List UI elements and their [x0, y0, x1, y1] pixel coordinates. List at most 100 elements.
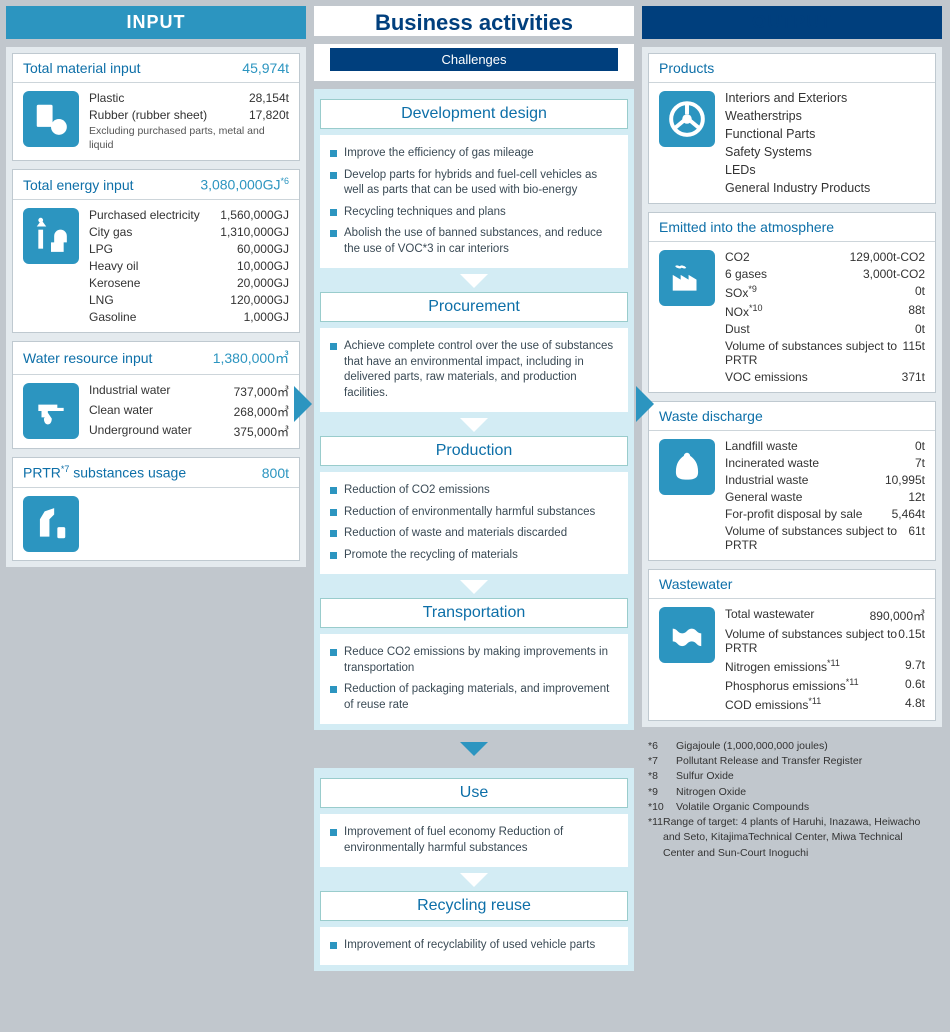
data-row: Incinerated waste7t	[725, 456, 925, 470]
challenges-label: Challenges	[330, 48, 618, 71]
section-header: Transportation	[320, 598, 628, 628]
list-item: Weatherstrips	[725, 109, 870, 123]
data-row: Industrial water737,000㎥	[89, 383, 289, 400]
input-header: INPUT	[6, 6, 306, 39]
lower-panel: UseImprovement of fuel economy Reduction…	[314, 768, 634, 971]
footnote: *6Gigajoule (1,000,000,000 joules)	[648, 739, 936, 754]
data-row: Dust0t	[725, 322, 925, 336]
section-header: Development design	[320, 99, 628, 129]
down-arrow-icon	[460, 873, 488, 887]
wastewater-box: Wastewater Total wastewater890,000㎥Volum…	[648, 569, 936, 721]
water-total: 1,380,000㎥	[213, 348, 289, 368]
bullet-item: Reduction of packaging materials, and im…	[330, 679, 618, 716]
factory-icon	[659, 250, 715, 306]
atmos-title: Emitted into the atmosphere	[659, 219, 834, 235]
bullet-item: Improve the efficiency of gas mileage	[330, 143, 618, 165]
data-row: SOx*90t	[725, 284, 925, 300]
middle-column: Business activities Challenges Developme…	[314, 6, 634, 971]
footnotes: *6Gigajoule (1,000,000,000 joules)*7Poll…	[642, 735, 942, 865]
section-header: Production	[320, 436, 628, 466]
bullet-item: Recycling techniques and plans	[330, 202, 618, 224]
water-flow-icon	[659, 607, 715, 663]
products-box: Products Interiors and ExteriorsWeathers…	[648, 53, 936, 204]
footnote: *8Sulfur Oxide	[648, 769, 936, 784]
output-header: OUTPUT	[642, 6, 942, 39]
down-arrow-icon	[460, 580, 488, 594]
down-arrow-icon	[460, 274, 488, 288]
section-bullets: Reduction of CO2 emissionsReduction of e…	[320, 472, 628, 574]
bullet-item: Reduction of waste and materials discard…	[330, 523, 618, 545]
bullet-item: Develop parts for hybrids and fuel-cell …	[330, 165, 618, 202]
prtr-title2: substances usage	[69, 465, 186, 481]
data-row: Kerosene20,000GJ	[89, 276, 289, 290]
section-bullets: Improvement of fuel economy Reduction of…	[320, 814, 628, 867]
data-row: NOx*1088t	[725, 303, 925, 319]
data-row: City gas1,310,000GJ	[89, 225, 289, 239]
data-row: COD emissions*114.8t	[725, 696, 925, 712]
down-arrow-icon	[460, 418, 488, 432]
section-header: Procurement	[320, 292, 628, 322]
data-row: CO2129,000t-CO2	[725, 250, 925, 264]
data-row: Plastic28,154t	[89, 91, 289, 105]
bullet-item: Improvement of recyclability of used veh…	[330, 935, 618, 957]
list-item: General Industry Products	[725, 181, 870, 195]
list-item: Functional Parts	[725, 127, 870, 141]
arrow-left-icon	[294, 386, 312, 422]
list-item: Safety Systems	[725, 145, 870, 159]
bullet-item: Abolish the use of banned substances, an…	[330, 223, 618, 260]
steering-icon	[659, 91, 715, 147]
data-row: Nitrogen emissions*119.7t	[725, 658, 925, 674]
data-row: Clean water268,000㎥	[89, 403, 289, 420]
data-row: Industrial waste10,995t	[725, 473, 925, 487]
input-column: INPUT Total material input45,974t Plasti…	[6, 6, 306, 971]
bullet-item: Achieve complete control over the use of…	[330, 336, 618, 404]
section-bullets: Improvement of recyclability of used veh…	[320, 927, 628, 965]
section-header: Recycling reuse	[320, 891, 628, 921]
water-box: Water resource input1,380,000㎥ Industria…	[12, 341, 300, 449]
data-row: 6 gases3,000t-CO2	[725, 267, 925, 281]
material-icon	[23, 91, 79, 147]
data-row: Gasoline1,000GJ	[89, 310, 289, 324]
data-row: Volume of substances subject to PRTR0.15…	[725, 627, 925, 655]
faucet-icon	[23, 383, 79, 439]
data-row: Phosphorus emissions*110.6t	[725, 677, 925, 693]
footnote: *7Pollutant Release and Transfer Registe…	[648, 754, 936, 769]
list-item: LEDs	[725, 163, 870, 177]
output-column: OUTPUT Products Interiors and ExteriorsW…	[642, 6, 942, 971]
section-bullets: Achieve complete control over the use of…	[320, 328, 628, 412]
energy-box: Total energy input 3,080,000GJ*6 Purchase…	[12, 169, 300, 333]
data-row: Volume of substances subject to PRTR61t	[725, 524, 925, 552]
section-bullets: Reduce CO2 emissions by making improveme…	[320, 634, 628, 724]
energy-icon	[23, 208, 79, 264]
waste-title: Waste discharge	[659, 408, 763, 424]
energy-total: 3,080,000GJ	[200, 177, 280, 193]
footnote: *9Nitrogen Oxide	[648, 785, 936, 800]
data-row: LPG60,000GJ	[89, 242, 289, 256]
data-row: LNG120,000GJ	[89, 293, 289, 307]
footnote: *11Range of target: 4 plants of Haruhi, …	[648, 815, 936, 861]
material-box: Total material input45,974t Plastic28,15…	[12, 53, 300, 161]
output-panel: Products Interiors and ExteriorsWeathers…	[642, 47, 942, 727]
data-row: Purchased electricity1,560,000GJ	[89, 208, 289, 222]
wastewater-title: Wastewater	[659, 576, 732, 592]
section-bullets: Improve the efficiency of gas mileageDev…	[320, 135, 628, 268]
bullet-item: Reduce CO2 emissions by making improveme…	[330, 642, 618, 679]
prtr-total: 800t	[262, 465, 289, 481]
infographic: INPUT Total material input45,974t Plasti…	[0, 0, 950, 977]
data-row: For-profit disposal by sale5,464t	[725, 507, 925, 521]
bullet-item: Reduction of environmentally harmful sub…	[330, 502, 618, 524]
material-total: 45,974t	[242, 60, 289, 76]
arrow-right-icon	[636, 386, 654, 422]
bullet-item: Promote the recycling of materials	[330, 545, 618, 567]
footnote: *10Volatile Organic Compounds	[648, 800, 936, 815]
bullet-item: Reduction of CO2 emissions	[330, 480, 618, 502]
data-row: VOC emissions371t	[725, 370, 925, 384]
atmos-box: Emitted into the atmosphere CO2129,000t-…	[648, 212, 936, 393]
list-item: Interiors and Exteriors	[725, 91, 870, 105]
energy-sup: *6	[280, 176, 289, 186]
energy-title: Total energy input	[23, 177, 134, 193]
input-panel: Total material input45,974t Plastic28,15…	[6, 47, 306, 567]
data-row: Underground water375,000㎥	[89, 423, 289, 440]
activities-panel: Development design Improve the efficiency…	[314, 89, 634, 730]
bullet-item: Improvement of fuel economy Reduction of…	[330, 822, 618, 859]
